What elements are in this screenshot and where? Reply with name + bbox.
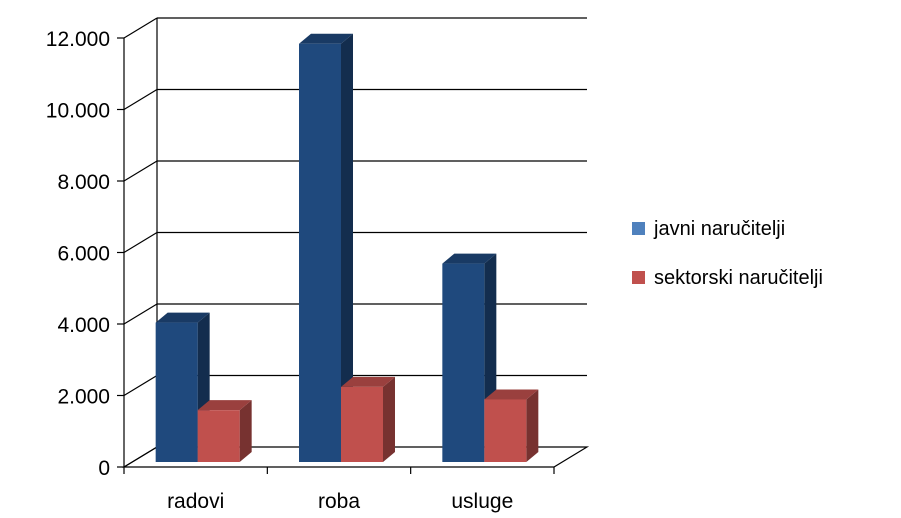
y-tick-label: 12.000 xyxy=(46,28,110,51)
x-category-label: usluge xyxy=(451,490,513,513)
bar-side xyxy=(383,376,395,462)
legend: javni naručitelji sektorski naručitelji xyxy=(632,218,823,289)
bar-top xyxy=(484,389,539,400)
bar-front xyxy=(442,263,485,462)
x-category-label: radovi xyxy=(167,490,224,513)
bar xyxy=(299,33,353,462)
y-tick-label: 6.000 xyxy=(57,243,110,266)
bar-top xyxy=(341,376,395,387)
bar-side xyxy=(341,33,353,462)
gridline-side xyxy=(123,231,158,254)
bar-top xyxy=(442,253,497,264)
bar-top xyxy=(155,312,210,323)
gridlines xyxy=(123,17,587,468)
category-labels: radovi roba usluge xyxy=(167,490,513,513)
x-category-label: roba xyxy=(318,490,360,513)
y-tick-label: 10.000 xyxy=(46,100,110,123)
bar-top xyxy=(299,33,353,44)
bar xyxy=(197,400,252,462)
bar-side xyxy=(526,389,539,462)
gridline-side xyxy=(123,303,158,325)
bar-top xyxy=(197,400,252,411)
y-tick-labels: 0 2.000 4.000 6.000 8.000 10.000 12.000 xyxy=(46,28,110,480)
y-tick-label: 2.000 xyxy=(57,386,110,409)
bar-front xyxy=(155,322,198,462)
bar-front xyxy=(197,410,240,462)
gridline-side xyxy=(123,374,158,397)
bar-front xyxy=(484,399,527,462)
legend-swatch xyxy=(632,222,645,235)
legend-label: javni naručitelji xyxy=(653,218,785,240)
legend-swatch xyxy=(632,271,645,284)
bar xyxy=(155,312,210,462)
y-tick-label: 8.000 xyxy=(57,171,110,194)
bar xyxy=(484,389,539,462)
bar-side xyxy=(239,400,252,462)
legend-label: sektorski naručitelji xyxy=(654,267,823,289)
y-tick-label: 0 xyxy=(98,457,110,480)
bar-front xyxy=(341,386,383,462)
bars xyxy=(155,33,539,462)
y-tick-label: 4.000 xyxy=(57,314,110,337)
gridline-side xyxy=(123,17,158,39)
bar-front xyxy=(299,43,341,462)
gridline-side xyxy=(123,160,158,182)
gridline-side xyxy=(123,88,158,111)
bar xyxy=(341,376,395,462)
